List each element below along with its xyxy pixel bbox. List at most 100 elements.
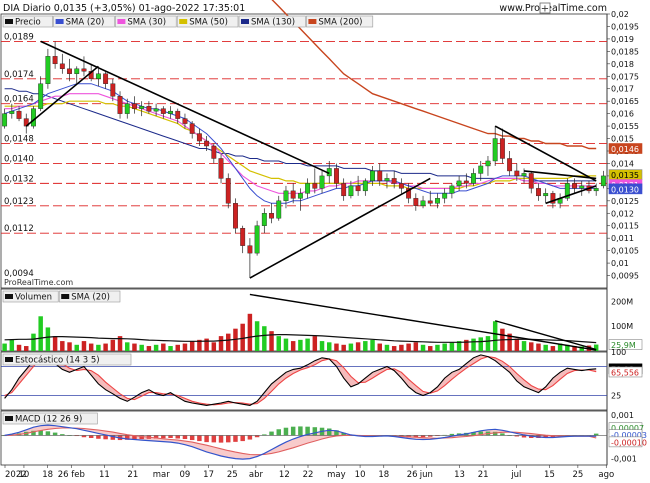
volume-bar (240, 323, 245, 351)
price-candle (536, 183, 541, 201)
macd-histogram-bar (312, 427, 318, 436)
candle-body (521, 173, 527, 177)
price-legend-item-4[interactable]: SMA (130) (238, 15, 306, 28)
candle-body (600, 175, 606, 187)
x-tick-label: 11 (99, 470, 110, 480)
x-tick-label: may (327, 470, 346, 480)
macd-histogram-bar (31, 430, 36, 436)
candle-body (384, 178, 390, 182)
legend-chip-bg (176, 15, 239, 28)
x-tick-label: 26 (407, 470, 418, 480)
legend-chip-bg (53, 15, 115, 28)
volume-bar (348, 343, 354, 351)
legend-label: Precio (15, 18, 41, 28)
macd-histogram-bar (45, 431, 51, 436)
legend-swatch (5, 357, 13, 362)
volume-bar (341, 344, 346, 351)
price-legend-item-0[interactable]: Precio (2, 15, 53, 28)
volume-bar (298, 339, 303, 351)
x-tick-label: jul (510, 470, 521, 480)
sma-50-line (4, 100, 597, 189)
candle-body (95, 73, 101, 79)
legend-swatch (55, 19, 64, 24)
macd-histogram-bar (543, 435, 548, 438)
volume-legend-item-1[interactable]: SMA (20) (58, 290, 121, 303)
source-label: www.ProRealTime.com (499, 3, 607, 14)
macd-fill (4, 425, 597, 460)
stochastic-tick-label: 100 (611, 348, 626, 357)
macd-legend-item-0[interactable]: MACD (12 26 9) (2, 412, 98, 425)
legend-swatch (61, 294, 70, 299)
stochastic-legend-item-0[interactable]: Estocástico (14 3 5) (2, 353, 132, 366)
volume-bar (485, 336, 491, 351)
volume-bar (399, 344, 404, 351)
legend-label: SMA (20) (66, 18, 105, 28)
macd-histogram-bar (399, 435, 404, 437)
price-legend-item-1[interactable]: SMA (20) (53, 15, 115, 28)
macd-histogram-bar (298, 426, 303, 436)
volume-bar (471, 338, 476, 351)
macd-panel[interactable]: 0,001 -0,001 0,00007-0,00003-0,00010 MACD (… (1, 411, 647, 464)
price-trendline (25, 65, 99, 127)
macd-badge-bg (608, 436, 643, 448)
candle-body (189, 123, 195, 134)
x-tick-label: 13 (454, 470, 465, 480)
price-candle (456, 175, 462, 191)
price-candle (31, 106, 36, 129)
legend-label: SMA (130) (251, 18, 295, 28)
volume-tick-label: 100M (611, 322, 633, 331)
price-candle (225, 173, 231, 209)
candle-body (355, 185, 361, 192)
price-candle (413, 193, 419, 211)
macd-histogram-bar (161, 435, 166, 439)
price-panel[interactable]: 0,0189 0,0174 0,0164 0,0148 0,0140 0,0132 0,01… (1, 0, 643, 281)
price-badge: 0,0130 (611, 185, 639, 194)
left-level-label: 0,0174 (4, 70, 34, 80)
macd-histogram-bar (471, 432, 476, 436)
x-tick-label: 22 (303, 470, 314, 480)
candle-body (16, 110, 22, 119)
legend-swatch (5, 416, 13, 421)
candle-body (160, 108, 166, 114)
x-tick-label: jun (419, 470, 433, 480)
legend-label: SMA (20) (71, 293, 110, 303)
candle-body (435, 198, 440, 204)
left-level-label: 0,0112 (4, 224, 34, 234)
volume-bar (117, 336, 123, 351)
macd-histogram-bar (334, 430, 339, 436)
volume-legend-item-0[interactable]: Volumen (2, 290, 59, 303)
candle-body (391, 178, 397, 184)
macd-histogram-bar (233, 435, 238, 442)
price-candle (240, 225, 246, 254)
price-candle (550, 190, 556, 209)
y-tick-label: 0,0095 (611, 272, 639, 281)
price-candle (196, 128, 202, 147)
candle-body (514, 170, 520, 177)
add-button[interactable]: + (539, 2, 551, 15)
stochastic-tick-label: 25 (611, 392, 621, 401)
y-tick-label: 0,0105 (611, 247, 639, 256)
volume-bar (110, 339, 116, 351)
stochastic-badge: 65,556 (611, 368, 639, 377)
price-candle (218, 153, 224, 184)
price-candle (528, 170, 534, 194)
price-candle (81, 56, 87, 77)
volume-panel[interactable]: 200M 100M 25,9M Volumen SMA (20) (2, 290, 643, 351)
candle-body (362, 180, 368, 192)
price-badge-bg (608, 143, 643, 154)
price-legend-item-2[interactable]: SMA (30) (115, 15, 177, 28)
price-candle (16, 106, 22, 122)
macd-histogram-bar (428, 435, 433, 437)
price-candle (420, 195, 426, 209)
price-legend-item-5[interactable]: SMA (200) (306, 15, 374, 28)
macd-histogram-bar (550, 435, 556, 438)
price-legend-item-3[interactable]: SMA (50) (176, 15, 239, 28)
price-candle (74, 66, 80, 84)
legend-chip-bg (2, 290, 59, 303)
macd-histogram-bar (197, 435, 202, 442)
volume-bar (211, 342, 217, 351)
sma-200-line (271, 0, 597, 150)
macd-histogram-bar (153, 435, 159, 439)
price-candle (52, 41, 58, 69)
